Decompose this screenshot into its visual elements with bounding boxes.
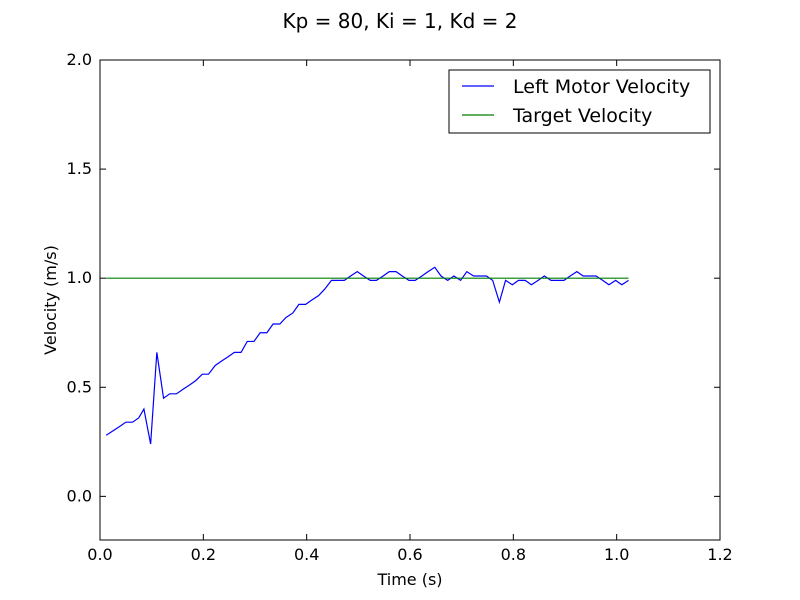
legend: Left Motor Velocity Target Velocity (448, 69, 711, 134)
y-axis-label: Velocity (m/s) (41, 245, 60, 355)
legend-box (448, 69, 711, 134)
x-tick-label: 1.2 (707, 545, 732, 564)
chart-title: Kp = 80, Ki = 1, Kd = 2 (282, 9, 517, 33)
legend-label-1: Target Velocity (512, 105, 652, 127)
x-tick-label: 0.8 (501, 545, 526, 564)
x-tick-label: 0.6 (397, 545, 422, 564)
series-layer (105, 266, 629, 445)
legend-label-0: Left Motor Velocity (513, 76, 690, 98)
x-tick-label: 0.0 (87, 545, 112, 564)
x-tick-label: 0.2 (191, 545, 216, 564)
plot-frame (99, 59, 721, 541)
y-tick-label: 1.0 (67, 268, 92, 287)
y-tick-label: 0.5 (67, 377, 92, 396)
x-tick-label: 1.0 (604, 545, 629, 564)
y-tick-label: 2.0 (67, 50, 92, 69)
ticks-layer: 0.0 0.2 0.4 0.6 0.8 1.0 1.2 0.0 0.5 1.0 1.5 2.0 (67, 50, 733, 564)
x-axis-label: Time (s) (376, 570, 442, 589)
y-tick-label: 0.0 (67, 486, 92, 505)
y-tick-label: 1.5 (67, 159, 92, 178)
x-tick-label: 0.4 (294, 545, 319, 564)
